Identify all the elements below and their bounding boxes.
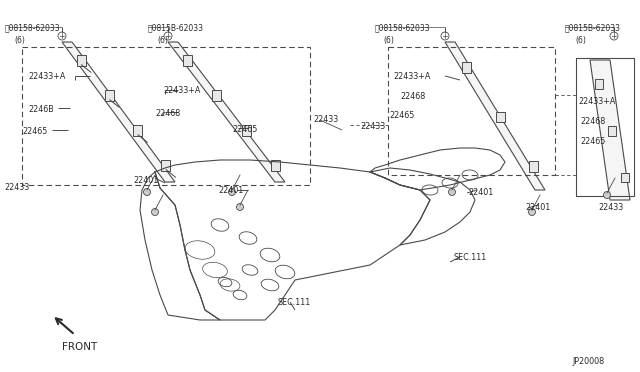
Text: 22465: 22465 [389,111,414,120]
Bar [133,125,142,136]
Text: SEC.111: SEC.111 [453,253,486,262]
Circle shape [164,32,172,40]
Bar [388,47,555,175]
Text: JP20008: JP20008 [572,357,604,366]
Text: Ⓑ0815B-62033: Ⓑ0815B-62033 [148,23,204,32]
Bar [212,90,221,101]
Text: 22433: 22433 [313,115,339,124]
Text: Ⓑ08158-62033: Ⓑ08158-62033 [375,23,431,32]
Text: 22401: 22401 [468,188,493,197]
Text: 22433: 22433 [598,203,623,212]
Text: 22465: 22465 [580,137,605,146]
Text: SEC.111: SEC.111 [278,298,311,307]
Bar [22,47,310,185]
Circle shape [143,189,150,196]
Bar [608,126,616,136]
Circle shape [228,189,236,196]
Text: (6): (6) [157,36,168,45]
Bar [161,160,170,171]
Text: 22465: 22465 [232,125,257,134]
Text: FRONT: FRONT [62,342,97,352]
Bar [576,58,634,196]
Circle shape [237,203,243,211]
Circle shape [441,32,449,40]
Text: 22465: 22465 [22,127,47,136]
Bar [271,160,280,171]
Text: 22401: 22401 [133,176,158,185]
Text: 22433+A: 22433+A [28,72,65,81]
Text: 22433: 22433 [4,183,29,192]
Text: 22433+A: 22433+A [578,97,616,106]
Bar [621,173,629,182]
Circle shape [604,192,611,199]
Text: 22468: 22468 [400,92,425,101]
Bar [595,79,603,89]
Text: Ⓑ08158-62033: Ⓑ08158-62033 [5,23,61,32]
Text: 22401: 22401 [525,203,550,212]
Bar [242,125,251,136]
Bar [105,90,114,101]
Text: (6): (6) [575,36,586,45]
Bar [462,62,471,73]
Circle shape [152,208,159,215]
Circle shape [449,189,456,196]
Text: (6): (6) [14,36,25,45]
Bar [183,55,192,66]
Polygon shape [62,42,175,182]
Text: 22433+A: 22433+A [163,86,200,95]
Text: 2246B: 2246B [28,105,54,114]
Polygon shape [590,60,630,200]
Circle shape [610,32,618,40]
Text: (6): (6) [383,36,394,45]
Circle shape [58,32,66,40]
Text: Ⓑ0815B-62033: Ⓑ0815B-62033 [565,23,621,32]
Bar [529,161,538,171]
Circle shape [529,208,536,215]
Polygon shape [445,42,545,190]
Text: 22433: 22433 [360,122,385,131]
Text: 22401: 22401 [218,186,243,195]
Text: 22468: 22468 [155,109,180,118]
Text: 22468: 22468 [580,117,605,126]
Polygon shape [168,42,285,182]
Text: 22433+A: 22433+A [393,72,430,81]
Bar [77,55,86,66]
Bar [495,112,504,122]
